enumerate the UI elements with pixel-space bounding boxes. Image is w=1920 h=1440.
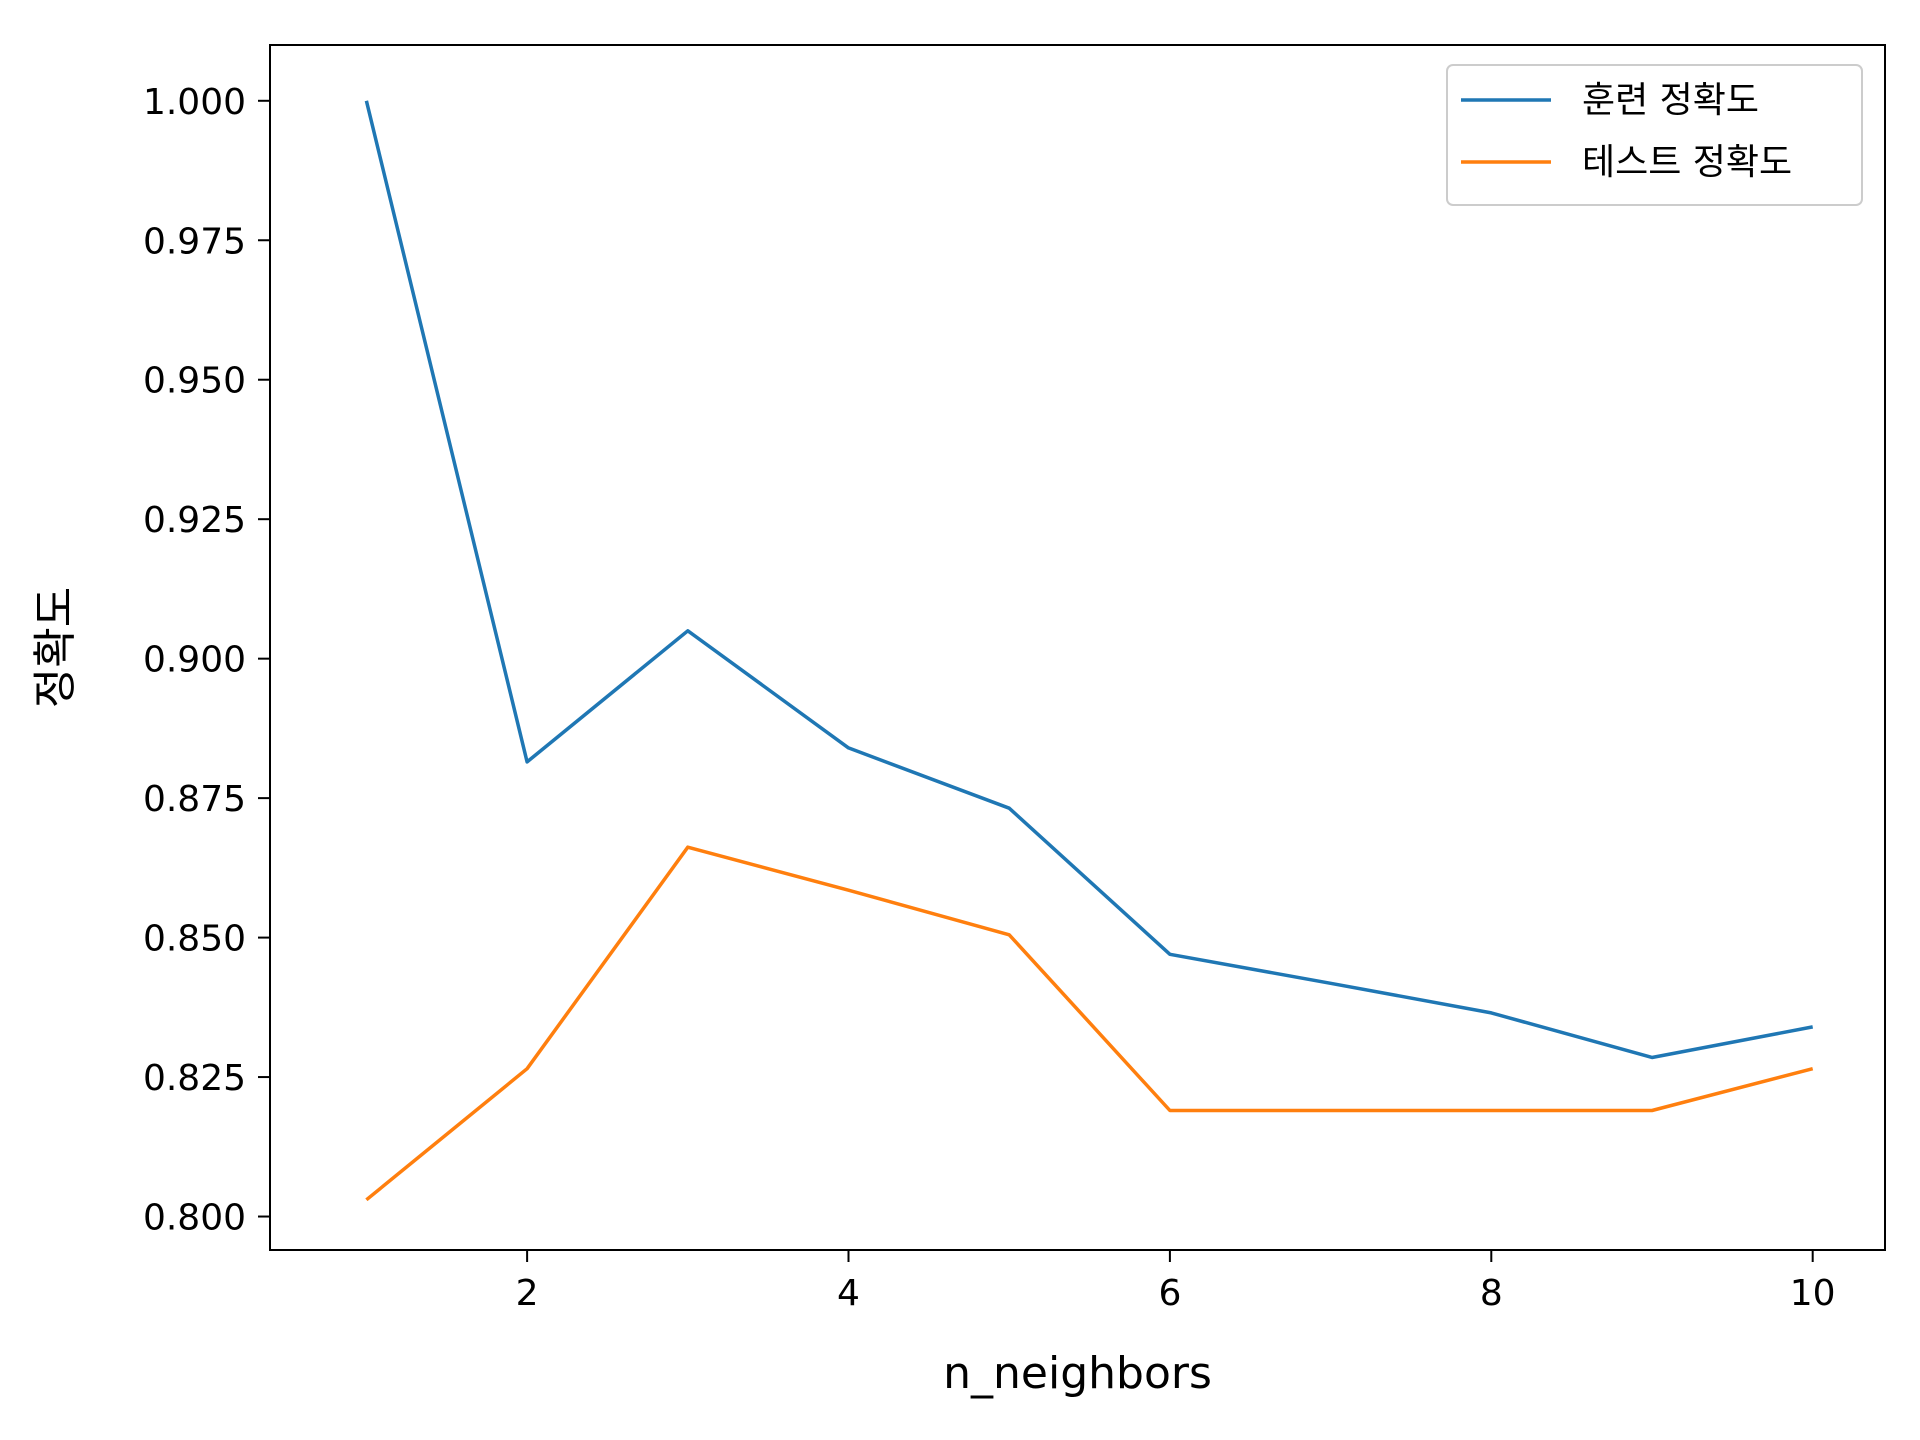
series-line-2 [365,845,1814,1202]
legend-label: 훈련 정확도 [1582,80,1759,121]
x-tick-label: 4 [837,1273,860,1314]
y-tick-label: 0.975 [143,221,246,262]
y-tick-label: 0.950 [143,361,246,402]
y-tick-label: 1.000 [143,82,246,123]
plot-area [269,44,1886,1251]
x-tick-label: 6 [1158,1273,1181,1314]
y-tick-label: 0.875 [143,779,246,820]
x-tick-label: 10 [1790,1273,1836,1314]
y-tick-label: 0.825 [143,1058,246,1099]
y-tick-label: 0.850 [143,919,246,960]
legend-label: 테스트 정확도 [1582,142,1792,183]
y-tick-label: 0.800 [143,1198,246,1239]
y-tick-label: 0.900 [143,640,246,681]
series-line-1 [364,100,1814,1060]
plot-frame [269,44,1886,1251]
y-axis-ticks: 0.800 0.825 0.850 0.875 0.900 0.925 0.950 0.975… [143,82,270,1239]
y-tick-label: 0.925 [143,500,246,541]
x-axis-label: n_neighbors [943,1348,1212,1399]
x-tick-label: 2 [516,1273,539,1314]
x-tick-label: 8 [1480,1273,1503,1314]
y-axis-label: 정확도 [30,587,81,708]
x-axis-ticks: 2 4 6 8 10 [516,1250,1836,1314]
series-layer [364,100,1814,1202]
